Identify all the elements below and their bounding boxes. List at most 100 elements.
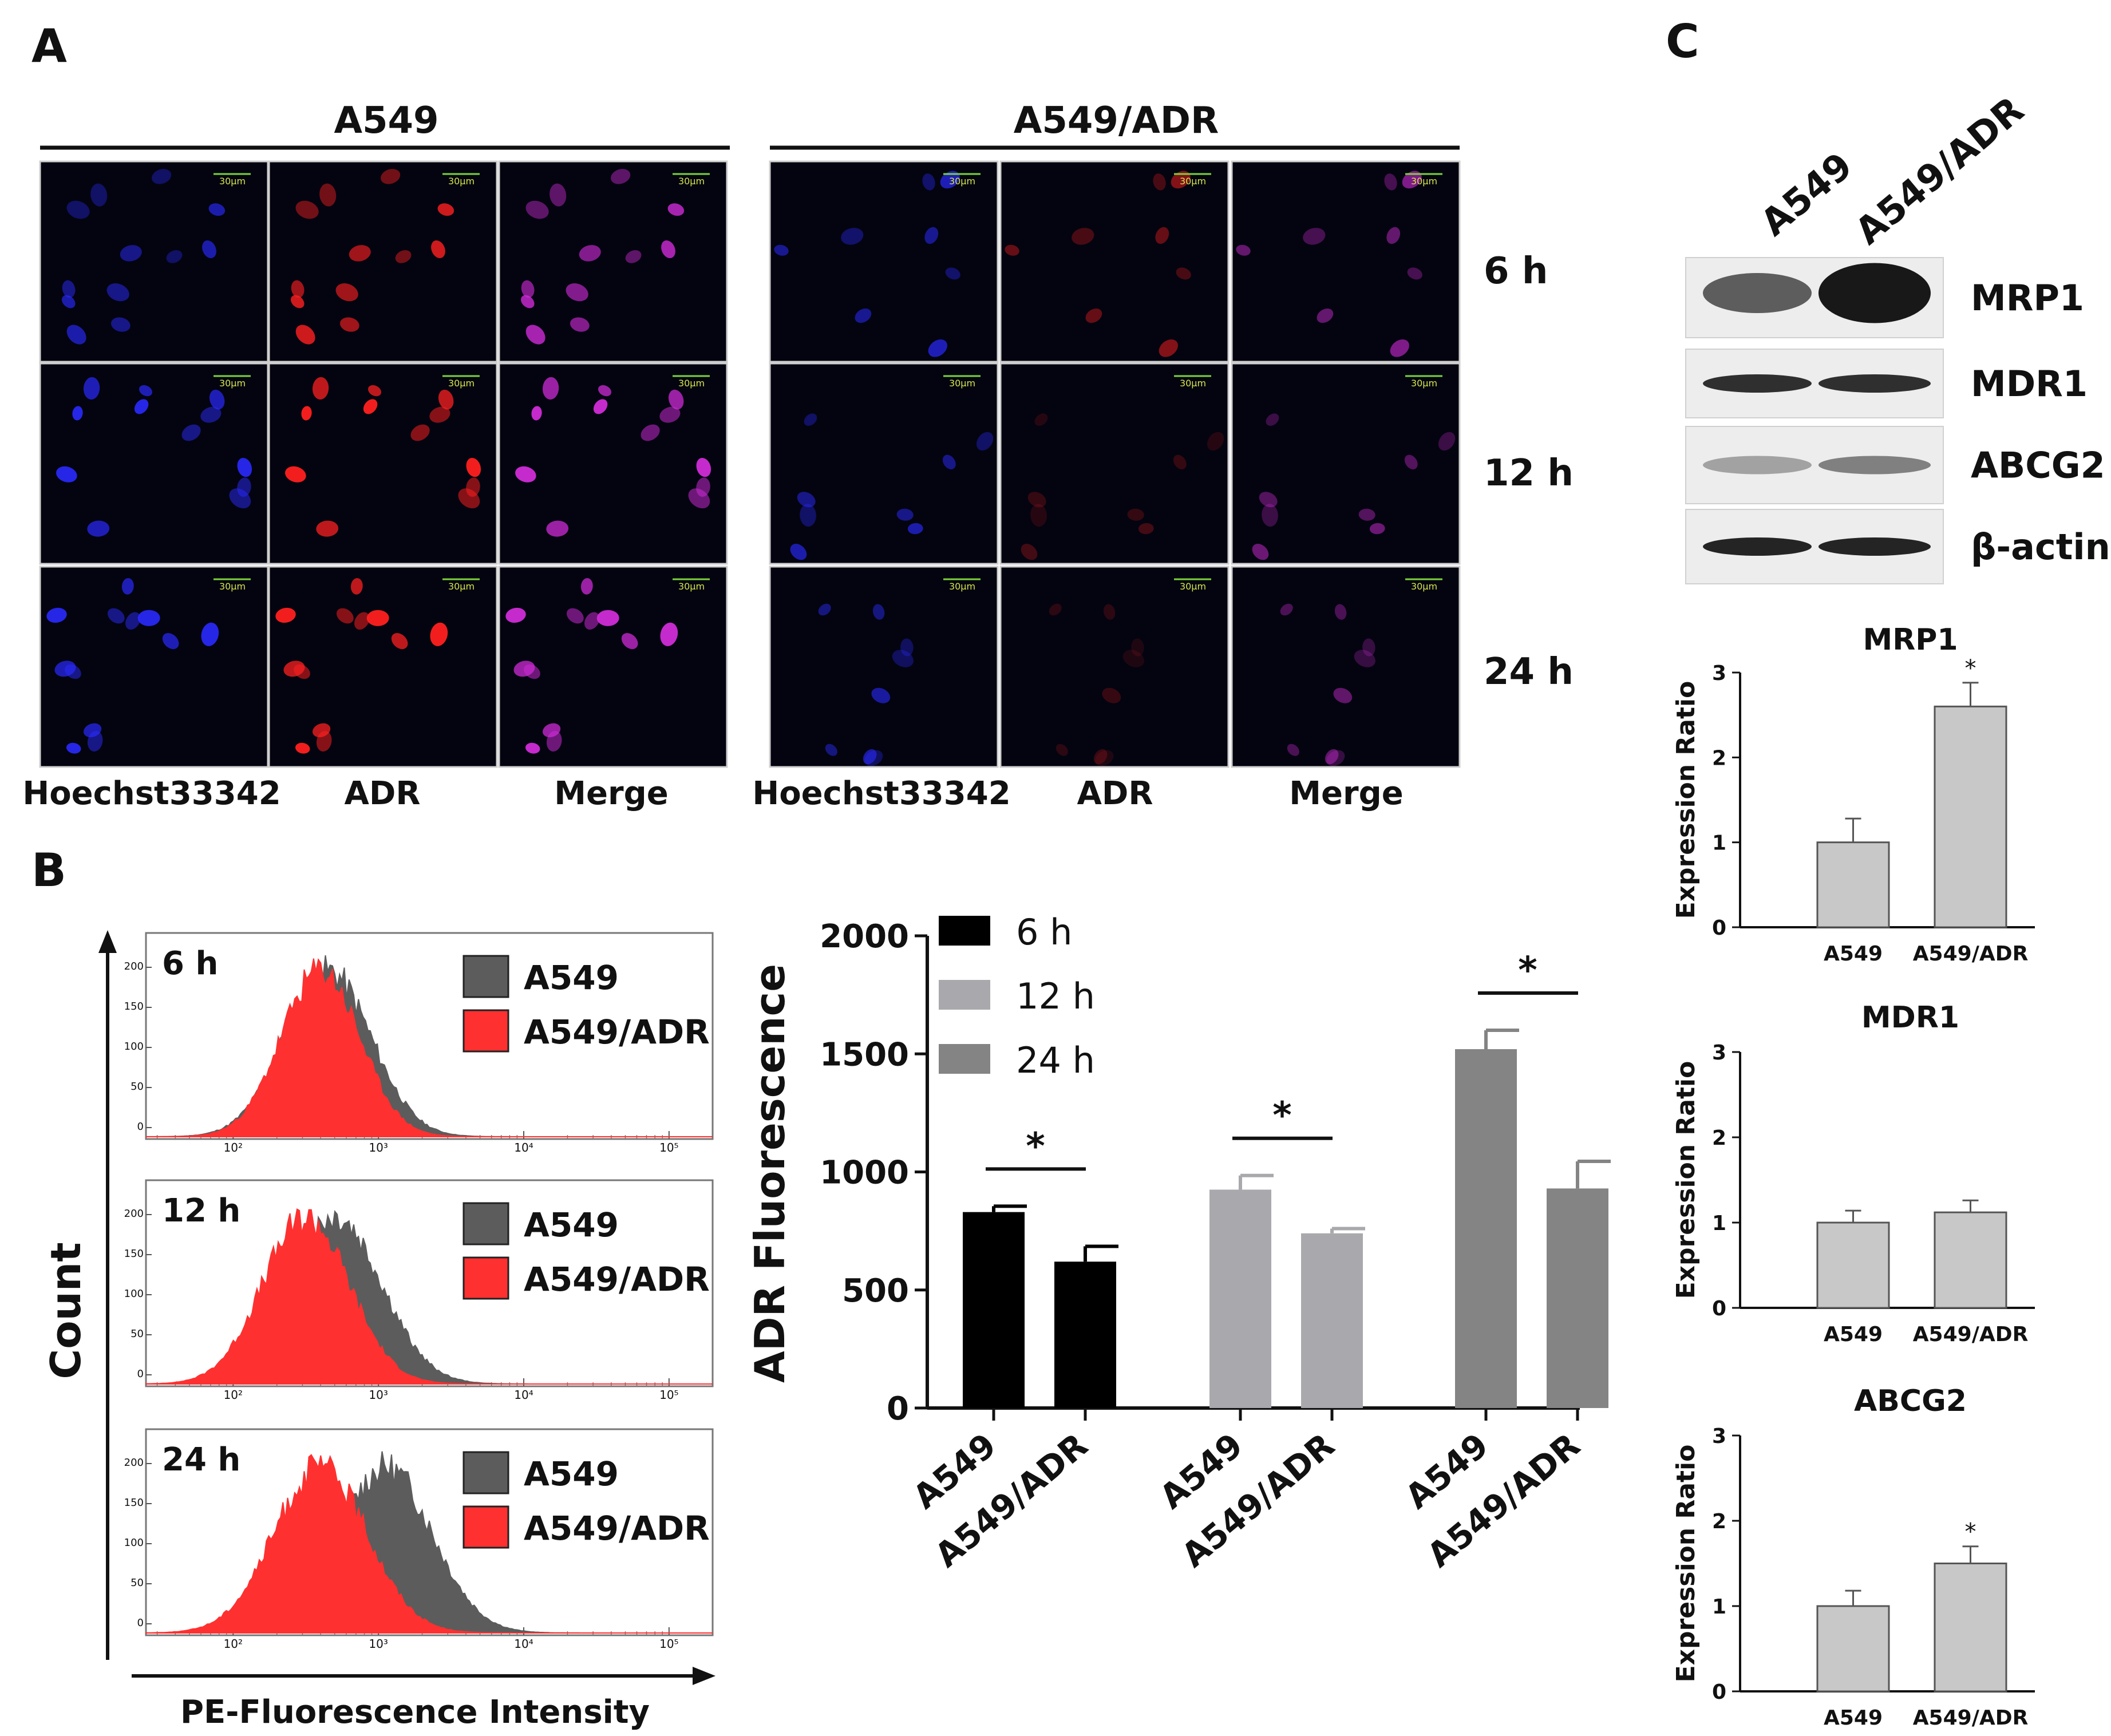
bar-24h-a549-adr: [1547, 1188, 1608, 1408]
nucleus: [1131, 638, 1144, 657]
scale-bar-label: 30μm: [448, 378, 475, 389]
micrograph-a549-merge-6h: 30μm: [498, 160, 728, 363]
blot-label-mrp1: MRP1: [1971, 277, 2084, 319]
nucleus: [56, 466, 77, 483]
scale-bar-label: 30μm: [219, 581, 246, 592]
nucleus: [366, 610, 389, 626]
micrograph-a549-hoechst-12h: 30μm: [39, 362, 269, 565]
y-tick-label: 50: [131, 1328, 144, 1340]
nucleus: [1236, 244, 1251, 256]
nucleus: [1093, 749, 1108, 765]
nucleus: [349, 245, 371, 262]
nucleus: [201, 622, 219, 646]
nucleus: [1159, 339, 1178, 357]
scale-bar-label: 30μm: [448, 176, 475, 187]
nucleus: [667, 203, 685, 216]
bar-6h-a549-adr: [1054, 1262, 1116, 1408]
y-tick-label: 50: [131, 1081, 144, 1093]
scale-bar-label: 30μm: [219, 378, 246, 389]
nucleus: [661, 240, 675, 259]
legend-swatch-a549-adr: [462, 1009, 509, 1053]
micrograph-a549-merge-12h: 30μm: [498, 362, 728, 565]
legend-swatch-12h: [939, 980, 990, 1010]
x-tick-label: 10⁴: [514, 1388, 533, 1402]
significance-star: *: [1272, 1095, 1291, 1137]
bar-12h-a549: [1209, 1189, 1271, 1408]
legend-swatch-24h: [939, 1044, 990, 1074]
nucleus: [410, 424, 430, 441]
nucleus: [208, 203, 226, 216]
nucleus: [430, 622, 448, 646]
legend-label-12h: 12 h: [1016, 975, 1095, 1017]
legend-label-24h: 24 h: [1016, 1039, 1095, 1081]
y-tick-label: 0: [137, 1617, 144, 1629]
legend-swatch-a549: [462, 955, 509, 998]
nucleus: [1326, 750, 1345, 766]
chart-title: ABCG2: [1854, 1384, 1967, 1418]
nucleus: [896, 508, 914, 521]
nucleus: [542, 377, 559, 400]
nucleus: [107, 608, 125, 624]
x-tick-label: 10³: [369, 1637, 388, 1651]
scale-bar-label: 30μm: [1411, 176, 1437, 187]
nucleus: [66, 742, 81, 754]
nucleus: [1085, 309, 1102, 323]
nucleus: [696, 477, 710, 497]
histogram-12h: 12 h 0 50 100 150 200 10² 10³ 10⁴ 10⁵ A549 A549/ADR: [124, 1179, 714, 1402]
legend-label-a549: A549: [524, 1454, 619, 1493]
adr-fluorescence-ylabel: ADR Fluorescence: [746, 964, 794, 1383]
x-tick-label: 10²: [224, 1388, 243, 1402]
adr-fluorescence-chart: ADR Fluorescence 0500100015002000A549A54…: [746, 911, 1611, 1575]
nucleus: [363, 399, 378, 414]
legend-swatch-a549: [462, 1451, 509, 1494]
nucleus: [942, 454, 956, 469]
nucleus: [841, 228, 864, 245]
y-tick-label: 100: [124, 1041, 144, 1053]
nucleus: [120, 245, 142, 262]
nucleus: [641, 424, 660, 441]
nucleus: [774, 244, 789, 256]
x-tick-label: 10⁴: [514, 1141, 533, 1154]
nucleus: [1030, 504, 1047, 527]
nucleus: [855, 309, 872, 323]
nucleus: [525, 200, 549, 219]
scale-bar-label: 30μm: [448, 581, 475, 592]
micrograph-a549-adr-merge-6h: 30μm: [1231, 160, 1461, 363]
col-label-adr-a549: ADR: [345, 775, 421, 812]
micrograph-a549-adr-merge-12h: 30μm: [1231, 362, 1461, 565]
nucleus: [1303, 228, 1326, 245]
nucleus: [566, 608, 584, 624]
nucleus: [381, 169, 401, 184]
significance-star: *: [1518, 950, 1537, 992]
nucleus: [1266, 413, 1279, 426]
y-tick-label: 0: [1712, 916, 1726, 940]
micrograph-a549-merge-24h: 30μm: [498, 566, 728, 768]
nucleus: [625, 250, 642, 263]
nucleus: [367, 385, 381, 397]
x-tick-label: 10⁵: [659, 1637, 678, 1651]
nucleus: [1280, 603, 1293, 616]
nucleus: [121, 578, 134, 595]
nucleus: [525, 742, 540, 754]
nucleus: [1325, 749, 1339, 765]
nucleus: [1407, 267, 1422, 280]
nucleus: [229, 488, 251, 509]
x-tick-label: A549: [1824, 1706, 1883, 1730]
nucleus: [237, 457, 252, 477]
nucleus: [312, 377, 329, 400]
blot-row-beta-actin: β-actin: [1685, 509, 2110, 584]
nucleus: [570, 317, 590, 332]
y-tick-label: 150: [124, 1497, 144, 1509]
group-title-a549: A549: [334, 100, 438, 142]
nucleus: [579, 245, 601, 262]
nucleus: [1173, 454, 1187, 469]
nucleus: [520, 295, 535, 309]
blot-row-mrp1: MRP1: [1685, 257, 2084, 338]
y-tick-label: 3: [1712, 662, 1726, 685]
nucleus: [295, 325, 315, 345]
nucleus: [1072, 228, 1094, 245]
nucleus: [1358, 508, 1375, 521]
nucleus: [283, 661, 305, 677]
panel-c: A549 A549/ADR MRP1 MDR1 ABCG2 β-actin MRP1 E…: [1671, 89, 2110, 1730]
